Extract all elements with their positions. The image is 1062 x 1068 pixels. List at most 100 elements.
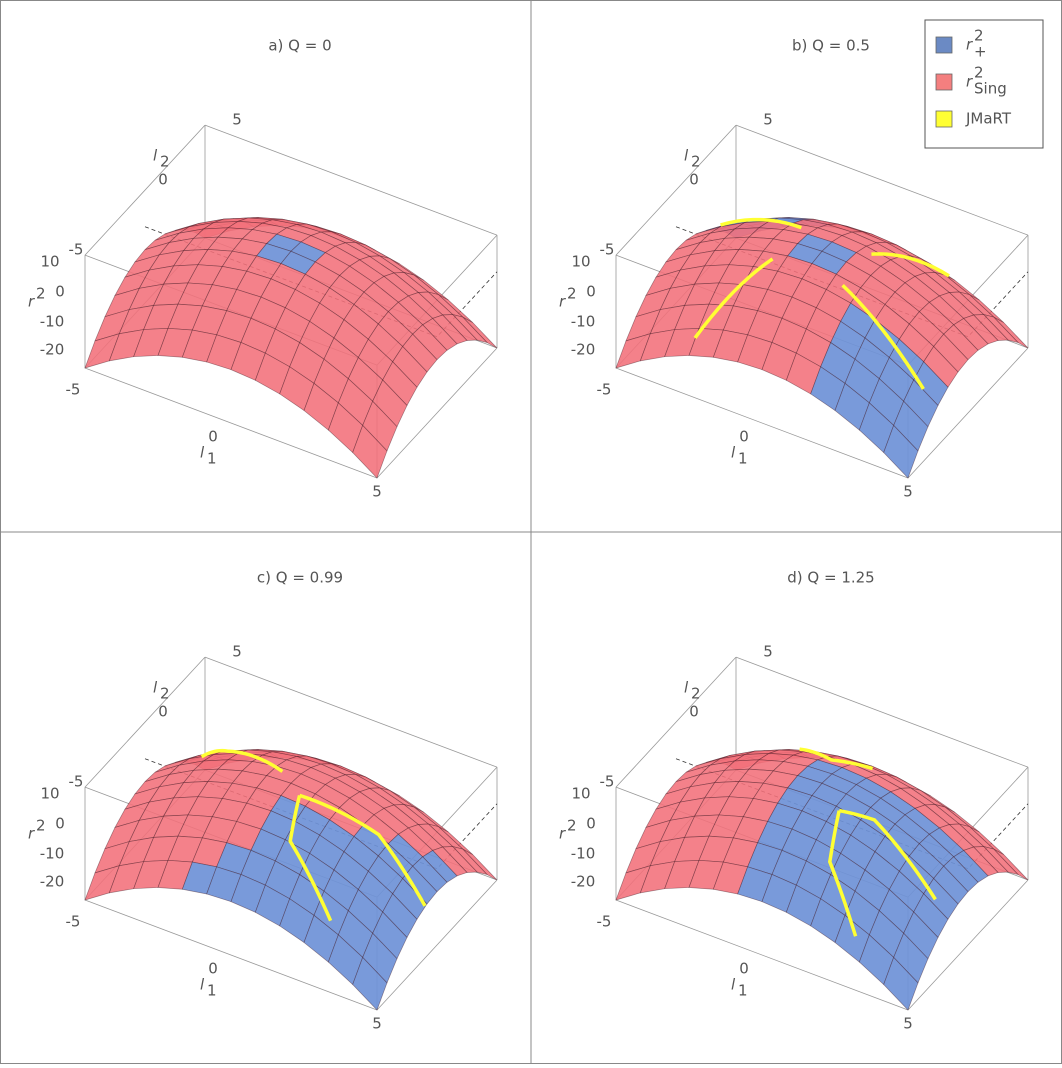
box-edge [84,367,378,479]
legend-label-sub: Sing [974,80,1007,98]
z-tick-label: -20 [571,873,596,891]
panel-title: c) Q = 0.99 [257,569,343,587]
l1-tick-label: 5 [903,1015,913,1033]
l2-tick-label: 0 [158,171,168,189]
panel-title: b) Q = 0.5 [792,37,870,55]
z-label-sup: 2 [36,817,46,835]
z-tick-label: 0 [55,815,65,833]
l1-tick-label: 0 [739,428,749,446]
l1-tick-label: 5 [372,1015,382,1033]
legend-label-sup: 2 [974,27,984,45]
panel-title: d) Q = 1.25 [787,569,874,587]
z-tick-label: 10 [571,785,590,803]
box-edge [907,879,1029,1011]
z-tick-label: 0 [586,283,596,301]
l2-tick-label: 5 [232,111,242,129]
legend-swatch [935,36,953,54]
surface-patch [913,893,949,939]
surface-patch [382,893,418,939]
surface-patch [382,361,418,407]
surface-patch [441,314,478,341]
z-tick-label: 0 [55,283,65,301]
jmart-curve [299,793,427,907]
surface-patch [943,856,979,893]
surface-patch [913,361,949,407]
l1-label-sub: 1 [738,982,748,1000]
l1-label: l [200,444,205,462]
l2-tick-label: 5 [763,111,773,129]
box-edge [376,347,498,479]
l1-tick-label: 0 [208,428,218,446]
l2-tick-label: 5 [232,643,242,661]
z-tick-label: -10 [571,845,596,863]
jmart-curve [799,747,874,771]
box-edge [615,656,737,788]
l1-tick-label: 5 [903,483,913,501]
z-label-sup: 2 [567,285,577,303]
l2-tick-label: -5 [600,241,615,259]
z-label-sup: 2 [567,817,577,835]
box-edge [675,226,1029,338]
box-edge [675,758,1029,870]
z-tick-label: -10 [571,313,596,331]
jmart-curve [841,284,925,390]
box-edge [615,124,737,256]
legend-swatch [935,73,953,91]
jmart-curve [200,748,284,773]
jmart-curve [871,252,950,278]
surface-patch [883,424,919,479]
surface-patch [972,314,1009,341]
jmart-curve [827,810,858,937]
l1-tick-label: -5 [597,381,612,399]
z-label: r [28,293,35,311]
box-edge [204,656,498,768]
box-edge [204,124,498,236]
z-tick-label: 10 [40,253,59,271]
l1-label: l [731,444,736,462]
legend-label-sup: 2 [974,64,984,82]
l1-tick-label: 0 [208,960,218,978]
l2-tick-label: 0 [689,703,699,721]
surface-patch [392,877,428,920]
surface-patch [402,333,438,373]
z-tick-label: 10 [571,253,590,271]
jmart-curve [838,808,937,901]
box-edge [84,656,206,788]
box-edge [907,347,1029,479]
l1-tick-label: -5 [66,913,81,931]
l2-label: l [684,679,689,697]
l2-label-sub: 2 [691,685,701,703]
l1-label: l [200,976,205,994]
z-tick-label: -10 [40,845,65,863]
surface-patch [883,956,919,1011]
surface-patch [412,324,448,361]
l2-label-sub: 2 [691,153,701,171]
z-tick-label: -20 [40,341,65,359]
surface-patch [933,333,969,373]
l1-label-sub: 1 [207,982,217,1000]
l2-label: l [153,147,158,165]
l2-tick-label: 5 [763,643,773,661]
l1-label-sub: 1 [207,450,217,468]
box-edge [144,226,498,338]
z-label: r [559,293,566,311]
box-edge [615,367,909,479]
legend-label: JMaRT [965,110,1012,128]
l2-tick-label: 0 [158,703,168,721]
legend-label-sub: + [974,43,987,61]
l2-label: l [684,147,689,165]
z-tick-label: -20 [40,873,65,891]
surface-patch [412,856,448,893]
l2-tick-label: -5 [69,241,84,259]
surface-patch [352,424,388,479]
box-edge [615,899,909,1011]
box-edge [84,899,378,1011]
box-edge [735,656,1029,768]
surface-patch [441,846,478,873]
z-tick-label: 10 [40,785,59,803]
